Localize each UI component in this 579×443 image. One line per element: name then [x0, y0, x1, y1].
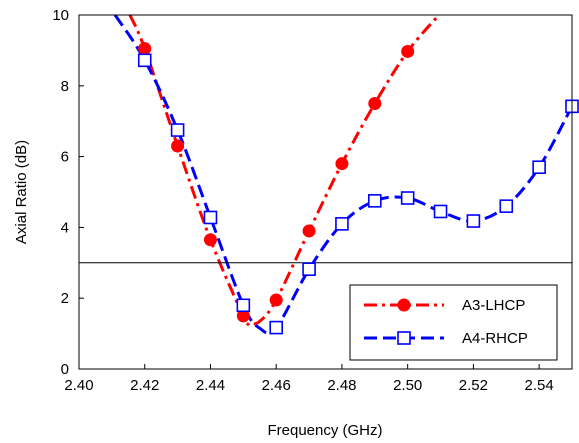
- y-axis-ticks: 0 2 4 6 8 10: [52, 7, 84, 378]
- legend: A3-LHCP A4-RHCP: [349, 284, 558, 361]
- data-point-series-2: [269, 320, 284, 335]
- data-point-series-1: [302, 224, 316, 238]
- legend-label-2: A4-RHCP: [462, 330, 528, 347]
- x-tick-label: 2.48: [327, 377, 356, 394]
- data-point-series-2: [367, 194, 382, 208]
- data-point-series-2: [302, 262, 316, 276]
- x-tick-label: 2.54: [525, 377, 554, 394]
- y-tick-label: 0: [61, 361, 69, 378]
- y-tick-label: 8: [61, 78, 69, 95]
- data-point-series-2: [335, 217, 349, 231]
- data-point-series-2: [433, 204, 448, 219]
- x-tick-label: 2.50: [393, 377, 422, 394]
- y-tick-label: 4: [61, 219, 69, 236]
- data-point-series-2: [203, 210, 218, 225]
- x-tick-label: 2.42: [130, 377, 159, 394]
- data-point-series-1: [269, 293, 283, 307]
- legend-label-1: A3-LHCP: [462, 297, 525, 314]
- data-point-series-2: [499, 199, 514, 213]
- data-point-series-1: [401, 44, 415, 58]
- data-point-series-1: [368, 97, 382, 110]
- series-line-2: [113, 15, 572, 335]
- y-tick-label: 6: [61, 149, 69, 166]
- data-point-series-2: [400, 191, 415, 205]
- legend-box: [349, 284, 558, 361]
- series-markers: [137, 42, 579, 335]
- x-axis-ticks: 2.40 2.42 2.44 2.46 2.48 2.50 2.52 2.54: [64, 364, 554, 394]
- data-point-series-2: [466, 214, 481, 228]
- data-point-series-1: [335, 157, 349, 171]
- data-point-series-2: [137, 53, 152, 68]
- legend-marker-2: [397, 331, 411, 345]
- x-axis-label: Frequency (GHz): [267, 422, 382, 439]
- x-tick-label: 2.44: [196, 377, 225, 394]
- y-axis-label: Axial Ratio (dB): [13, 140, 30, 244]
- data-point-series-2: [236, 298, 251, 313]
- plot-frame: [78, 14, 573, 370]
- x-tick-label: 2.40: [64, 377, 93, 394]
- x-tick-label: 2.52: [459, 377, 488, 394]
- legend-marker-1: [397, 298, 411, 312]
- data-point-series-2: [170, 123, 185, 137]
- series-line-1: [128, 15, 441, 326]
- data-point-series-1: [171, 139, 185, 153]
- y-tick-label: 2: [61, 290, 69, 307]
- data-point-series-1: [138, 42, 152, 56]
- y-tick-label: 10: [52, 7, 69, 24]
- x-tick-label: 2.46: [262, 377, 291, 394]
- data-point-series-1: [203, 233, 217, 247]
- data-point-series-2: [532, 160, 546, 175]
